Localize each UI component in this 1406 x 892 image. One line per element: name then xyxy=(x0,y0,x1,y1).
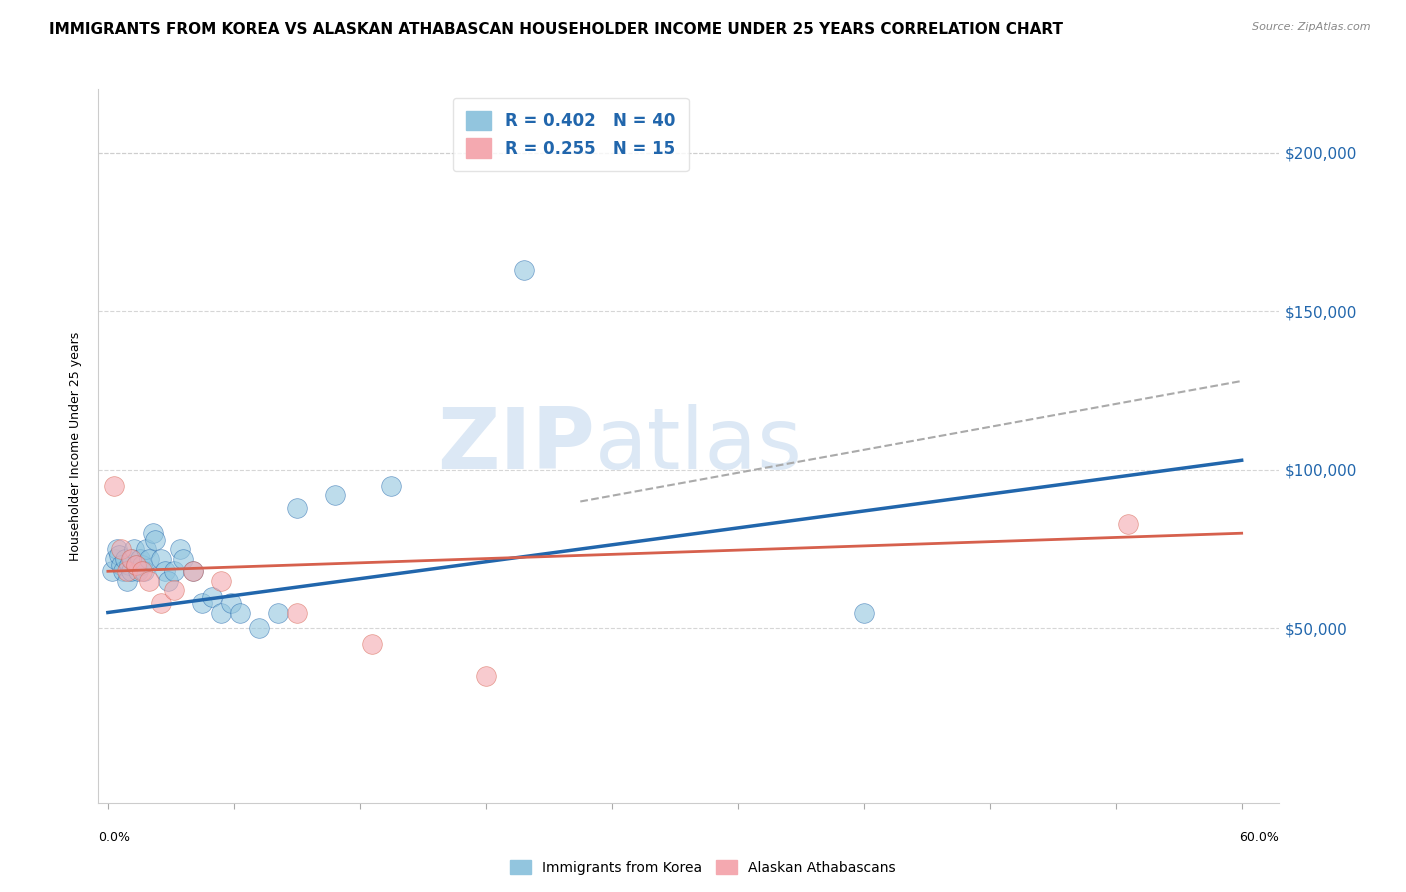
Point xyxy=(105,542,128,557)
Point xyxy=(125,558,148,572)
Text: 60.0%: 60.0% xyxy=(1240,831,1279,845)
Point xyxy=(285,500,308,515)
Point xyxy=(361,637,384,651)
Point xyxy=(104,551,127,566)
Point xyxy=(142,526,165,541)
Point xyxy=(172,551,194,566)
Point xyxy=(380,478,402,492)
Y-axis label: Householder Income Under 25 years: Householder Income Under 25 years xyxy=(69,331,83,561)
Point xyxy=(153,564,176,578)
Point xyxy=(115,564,138,578)
Point xyxy=(181,564,204,578)
Point xyxy=(114,551,136,566)
Text: 0.0%: 0.0% xyxy=(98,831,131,845)
Point xyxy=(181,564,204,578)
Point xyxy=(108,549,131,563)
Point xyxy=(267,606,290,620)
Point xyxy=(100,564,122,578)
Point xyxy=(110,558,132,572)
Point xyxy=(163,583,186,598)
Point xyxy=(143,533,166,547)
Point xyxy=(138,574,160,588)
Point xyxy=(163,564,186,578)
Point xyxy=(219,596,242,610)
Point xyxy=(132,564,155,578)
Point xyxy=(247,621,270,635)
Point xyxy=(115,574,138,588)
Point xyxy=(120,564,142,578)
Point xyxy=(131,564,153,578)
Point xyxy=(475,669,498,683)
Text: IMMIGRANTS FROM KOREA VS ALASKAN ATHABASCAN HOUSEHOLDER INCOME UNDER 25 YEARS CO: IMMIGRANTS FROM KOREA VS ALASKAN ATHABAS… xyxy=(49,22,1063,37)
Point xyxy=(118,558,141,572)
Point xyxy=(169,542,191,557)
Point xyxy=(120,551,142,566)
Point xyxy=(323,488,346,502)
Point xyxy=(131,558,153,572)
Point xyxy=(111,564,134,578)
Point xyxy=(149,596,172,610)
Point xyxy=(1116,516,1139,531)
Point xyxy=(209,606,232,620)
Point xyxy=(201,590,224,604)
Point xyxy=(121,551,143,566)
Point xyxy=(138,551,160,566)
Point xyxy=(229,606,252,620)
Text: ZIP: ZIP xyxy=(437,404,595,488)
Point xyxy=(110,542,132,557)
Point xyxy=(129,551,152,566)
Point xyxy=(149,551,172,566)
Point xyxy=(125,558,148,572)
Point xyxy=(852,606,875,620)
Point xyxy=(127,564,149,578)
Point xyxy=(103,478,125,492)
Point xyxy=(209,574,232,588)
Text: atlas: atlas xyxy=(595,404,803,488)
Text: Source: ZipAtlas.com: Source: ZipAtlas.com xyxy=(1253,22,1371,32)
Point xyxy=(135,542,157,557)
Point xyxy=(512,263,534,277)
Legend: Immigrants from Korea, Alaskan Athabascans: Immigrants from Korea, Alaskan Athabasca… xyxy=(505,855,901,880)
Point xyxy=(191,596,214,610)
Point xyxy=(157,574,180,588)
Point xyxy=(124,542,146,557)
Legend: R = 0.402   N = 40, R = 0.255   N = 15: R = 0.402 N = 40, R = 0.255 N = 15 xyxy=(453,97,689,171)
Point xyxy=(285,606,308,620)
